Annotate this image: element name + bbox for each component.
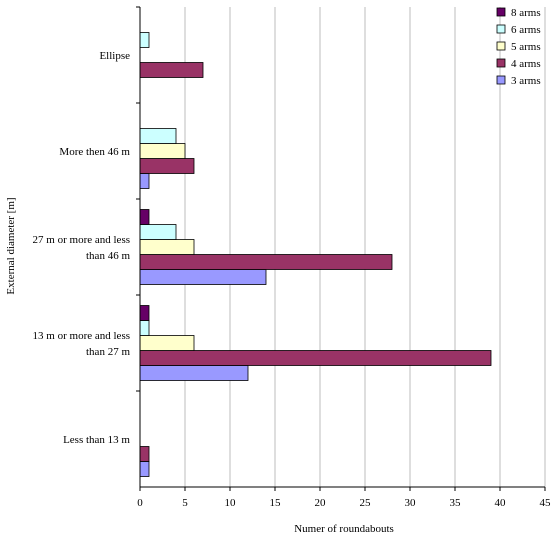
- bar: [139, 239, 195, 255]
- x-tick-label: 40: [495, 497, 507, 509]
- legend-swatch: [496, 7, 506, 17]
- bar: [139, 350, 492, 366]
- y-tick-labels: Less than 13 m 13 m or more and less than …: [33, 6, 140, 446]
- x-tick-label: 20: [315, 497, 327, 509]
- x-tick-label: 25: [360, 497, 372, 509]
- bar: [139, 128, 177, 144]
- bar: [139, 209, 150, 225]
- category-label: 27 m or more and less: [33, 234, 130, 246]
- legend-swatch: [496, 24, 506, 34]
- legend-label: 5 arms: [511, 41, 541, 53]
- bar: [139, 305, 150, 321]
- bar: [139, 461, 150, 477]
- category-label: Less than 13 m: [63, 434, 130, 446]
- bar: [139, 320, 150, 336]
- bar: [139, 32, 150, 48]
- category-label: than 27 m: [86, 346, 130, 358]
- category-label: than 46 m: [86, 250, 130, 262]
- x-tick-label: 35: [450, 497, 462, 509]
- gridlines: [184, 7, 546, 487]
- x-axis-title: Numer of roundabouts: [294, 523, 394, 535]
- bar: [139, 224, 177, 240]
- x-tick-label: 45: [540, 497, 552, 509]
- legend-label: 6 arms: [511, 24, 541, 36]
- bar: [139, 269, 267, 285]
- axes: [139, 7, 545, 488]
- x-tick-label: 30: [405, 497, 417, 509]
- bar: [139, 446, 150, 462]
- bars: [139, 32, 492, 477]
- category-label: More then 46 m: [59, 146, 130, 158]
- legend: 8 arms 6 arms 5 arms 4 arms 3 arms: [496, 7, 541, 87]
- legend-swatch: [496, 75, 506, 85]
- legend-label: 4 arms: [511, 58, 541, 70]
- bar: [139, 62, 204, 78]
- y-axis-title: External diameter [m]: [5, 197, 17, 294]
- legend-label: 8 arms: [511, 7, 541, 19]
- category-label: 13 m or more and less: [33, 330, 130, 342]
- x-tick-labels: 0 5 10 15 20 25 30 35 40 45: [137, 487, 551, 509]
- bar: [139, 173, 150, 189]
- category-label: Ellipse: [99, 50, 130, 62]
- bar: [139, 254, 393, 270]
- x-tick-label: 10: [225, 497, 237, 509]
- x-tick-label: 5: [182, 497, 188, 509]
- bar: [139, 365, 249, 381]
- legend-swatch: [496, 58, 506, 68]
- x-tick-label: 0: [137, 497, 143, 509]
- bar: [139, 143, 186, 159]
- bar: [139, 335, 195, 351]
- legend-swatch: [496, 41, 506, 51]
- legend-label: 3 arms: [511, 75, 541, 87]
- bar: [139, 158, 195, 174]
- x-tick-label: 15: [270, 497, 282, 509]
